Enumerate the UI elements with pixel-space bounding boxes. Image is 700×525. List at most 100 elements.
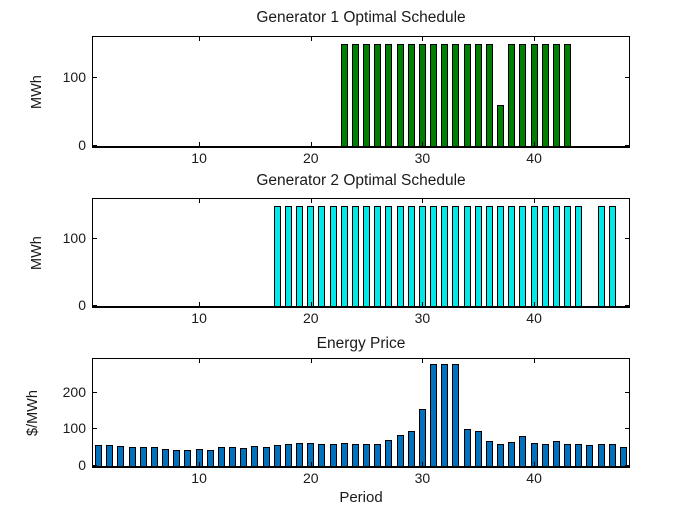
bar-period-33 — [452, 43, 460, 146]
bar-period-5 — [139, 447, 147, 466]
bar-period-47 — [608, 444, 616, 466]
bar-period-32 — [441, 363, 449, 466]
y-tick-mark — [625, 305, 629, 306]
bar-period-28 — [396, 434, 404, 466]
bar-period-38 — [508, 205, 516, 306]
bar-period-34 — [463, 429, 471, 466]
bar-period-14 — [240, 447, 248, 466]
bar-period-44 — [575, 205, 583, 306]
bar-period-35 — [474, 431, 482, 466]
bar-period-10 — [195, 449, 203, 466]
bar-period-42 — [552, 205, 560, 306]
x-tick-mark — [422, 142, 424, 146]
bar-period-41 — [541, 205, 549, 306]
y-tick-mark — [625, 145, 629, 146]
y-tick-label: 100 — [62, 68, 86, 85]
bar-period-47 — [608, 205, 616, 306]
bar-period-29 — [407, 205, 415, 306]
y-tick-mark — [625, 428, 629, 430]
bar-period-20 — [307, 443, 315, 466]
bar-period-46 — [597, 205, 605, 306]
subplot1-title: Generator 1 Optimal Schedule — [256, 9, 466, 26]
bar-period-41 — [541, 43, 549, 146]
y-tick-mark — [93, 428, 97, 430]
x-tick-mark — [422, 462, 424, 466]
x-tick-mark — [422, 359, 424, 363]
bar-period-3 — [117, 445, 125, 466]
bar-period-34 — [463, 43, 471, 146]
x-tick-mark — [310, 142, 312, 146]
bar-period-19 — [296, 205, 304, 306]
bar-period-29 — [407, 431, 415, 466]
bar-period-45 — [586, 445, 594, 466]
bar-period-8 — [173, 449, 181, 466]
x-tick-label: 10 — [191, 310, 207, 326]
bar-period-38 — [508, 43, 516, 146]
bar-period-26 — [374, 43, 382, 146]
x-tick-mark — [310, 302, 312, 306]
x-tick-label: 30 — [414, 310, 431, 326]
bar-period-36 — [485, 441, 493, 466]
bar-period-21 — [318, 443, 326, 466]
bar-period-36 — [485, 43, 493, 146]
bar-period-39 — [519, 43, 527, 146]
bar-period-32 — [441, 205, 449, 306]
subplot3-y-axis-label: $/MWh — [25, 390, 41, 436]
x-tick-mark — [534, 199, 536, 203]
bar-period-21 — [318, 205, 326, 306]
x-tick-label: 40 — [526, 150, 542, 166]
x-tick-mark — [199, 142, 201, 146]
y-tick-label: 100 — [62, 420, 86, 437]
y-tick-label: 200 — [62, 383, 86, 400]
bar-period-29 — [407, 43, 415, 146]
bar-period-15 — [251, 446, 259, 466]
bar-period-42 — [552, 441, 560, 466]
bar-period-18 — [284, 205, 292, 306]
bar-period-40 — [530, 443, 538, 466]
bar-period-4 — [128, 447, 136, 466]
bar-period-23 — [340, 443, 348, 466]
bar-period-2 — [106, 445, 114, 466]
y-tick-mark — [93, 76, 97, 78]
bar-period-30 — [418, 409, 426, 466]
bar-period-43 — [564, 444, 572, 466]
x-tick-mark — [310, 37, 312, 41]
x-tick-mark — [534, 302, 536, 306]
bar-period-22 — [329, 443, 337, 466]
bar-period-13 — [229, 447, 237, 466]
bar-period-37 — [497, 205, 505, 306]
x-tick-label: 10 — [191, 470, 207, 486]
y-tick-label: 0 — [78, 297, 86, 313]
bar-period-27 — [385, 43, 393, 146]
x-tick-mark — [310, 359, 312, 363]
y-tick-mark — [93, 145, 97, 146]
subplot1-plot-area: 10 20 30 40 0 100 — [63, 36, 630, 166]
x-tick-label: 30 — [414, 470, 431, 486]
x-tick-mark — [199, 37, 201, 41]
bar-period-43 — [564, 43, 572, 146]
x-tick-label: 30 — [414, 150, 431, 166]
y-tick-mark — [625, 238, 629, 240]
bar-period-25 — [363, 205, 371, 306]
bar-period-31 — [430, 43, 438, 146]
bar-period-25 — [363, 444, 371, 466]
subplot3-title: Energy Price — [316, 335, 406, 352]
bar-period-23 — [340, 205, 348, 306]
bar-period-26 — [374, 205, 382, 306]
bar-period-19 — [296, 443, 304, 466]
x-tick-label: 10 — [191, 150, 207, 166]
x-tick-label: 20 — [302, 470, 319, 486]
bar-period-27 — [385, 205, 393, 306]
bar-period-32 — [441, 43, 449, 146]
bar-period-42 — [552, 43, 560, 146]
bar-period-12 — [217, 447, 225, 466]
bar-period-40 — [530, 205, 538, 306]
bar-period-28 — [396, 43, 404, 146]
x-tick-label: 40 — [526, 470, 542, 486]
bar-period-34 — [463, 205, 471, 306]
x-axis-label: Period — [339, 489, 383, 506]
y-tick-mark — [93, 465, 97, 466]
x-tick-mark — [310, 462, 312, 466]
bar-period-17 — [273, 444, 281, 466]
